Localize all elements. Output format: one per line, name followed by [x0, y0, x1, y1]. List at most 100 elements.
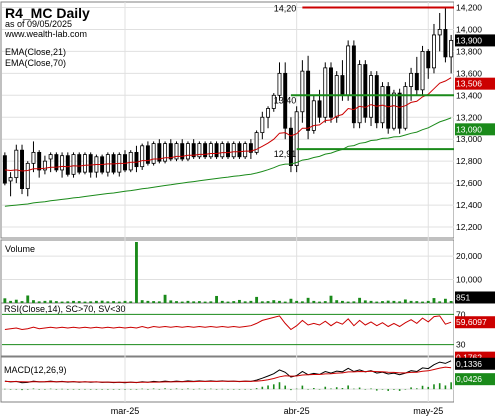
candle-body — [294, 111, 299, 166]
candle-body — [403, 86, 408, 129]
macd-histogram-bar — [187, 388, 189, 390]
rsi-value-tag-bg — [455, 316, 495, 329]
volume-bar — [112, 301, 115, 303]
macd-histogram-bar — [135, 389, 138, 390]
macd-histogram-bar — [112, 389, 115, 390]
volume-bar — [140, 300, 144, 303]
volume-bar — [209, 301, 213, 303]
macd-histogram-bar — [204, 389, 206, 390]
macd-value-tag: 0,1762 — [456, 353, 482, 363]
macd-histogram-bar — [192, 388, 195, 390]
as-of-date: as of 09/05/2025 — [5, 19, 72, 29]
candle-body — [42, 160, 47, 171]
volume-bar — [272, 300, 276, 303]
macd-histogram-bar — [364, 389, 367, 390]
macd-signal-line — [4, 366, 452, 383]
volume-bar — [157, 301, 161, 303]
macd-histogram-bar — [261, 386, 264, 390]
hist-value-tag-bg — [455, 373, 495, 386]
volume-bar — [26, 295, 30, 303]
macd-histogram-bar — [358, 387, 361, 390]
ema21-legend: EMA(Close,21) — [5, 47, 66, 57]
candle-body — [329, 67, 333, 118]
candle-body — [437, 29, 442, 36]
site-url: www.wealth-lab.com — [4, 29, 87, 39]
volume-bar — [312, 300, 316, 303]
macd-histogram-bar — [278, 382, 281, 390]
macd-panel — [4, 360, 452, 391]
macd-histogram-bar — [301, 385, 304, 390]
candle-body — [414, 72, 419, 91]
macd-histogram-bar — [404, 389, 407, 390]
panel-frame-vol — [0, 239, 455, 304]
volume-bar — [249, 300, 253, 303]
volume-bar — [318, 301, 321, 303]
candle-body — [432, 34, 436, 69]
volume-bar — [14, 299, 18, 303]
macd-histogram-bar — [129, 388, 132, 390]
macd-histogram-bar — [118, 389, 121, 390]
volume-bar — [238, 299, 241, 303]
macd-histogram-bar — [232, 388, 235, 390]
volume-bar — [186, 300, 190, 303]
macd-histogram-bar — [370, 388, 372, 390]
volume-bar — [146, 300, 150, 303]
candle-body — [214, 143, 219, 158]
macd-histogram-bar — [238, 389, 241, 390]
macd-histogram-bar — [427, 386, 430, 390]
candle-body — [283, 72, 288, 129]
candle-body — [174, 143, 179, 160]
candle-body — [311, 100, 316, 131]
macd-histogram-bar — [164, 388, 166, 390]
ema70-value-tag-bg — [455, 123, 495, 136]
volume-bar — [175, 301, 178, 303]
macd-histogram-bar — [15, 388, 18, 390]
volume-bar — [135, 242, 138, 303]
candle-body — [380, 86, 385, 124]
volume-bar — [335, 300, 339, 303]
macd-histogram-bar — [4, 388, 6, 390]
rsi-title: RSI(Close,14), SC>70, SV<30 — [4, 304, 126, 314]
macd-histogram-bar — [255, 388, 258, 390]
candle-body — [105, 154, 110, 173]
volume-bar — [163, 294, 167, 303]
candle-body — [180, 143, 185, 160]
candle-body — [88, 154, 93, 173]
candle-body — [300, 70, 305, 113]
macd-histogram-bar — [221, 388, 224, 390]
candle-body — [266, 108, 271, 118]
volume-bar — [443, 298, 447, 303]
candle-body — [123, 154, 127, 171]
y-tick-label: 13,600 — [456, 68, 482, 78]
macd-histogram-bar — [169, 388, 172, 390]
macd-histogram-bar — [250, 389, 252, 390]
ema70-value-tag: 13,090 — [456, 124, 482, 134]
volume-bar — [278, 300, 281, 303]
y-tick-label: 12,400 — [456, 200, 482, 210]
volume-bar — [329, 295, 333, 303]
macd-histogram-bar — [267, 385, 269, 390]
volume-value-tag: 851 — [456, 292, 470, 302]
macd-histogram-bar — [244, 388, 246, 390]
volume-bar — [226, 301, 230, 303]
volume-bar — [255, 296, 259, 303]
macd-histogram-bar — [272, 384, 275, 390]
volume-bar — [300, 301, 304, 303]
macd-histogram-bar — [410, 387, 412, 390]
volume-bar — [346, 301, 350, 303]
volume-bar — [398, 301, 402, 303]
macd-title: MACD(12,26,9) — [4, 365, 67, 375]
volume-bar — [43, 300, 47, 303]
candle-body — [409, 72, 414, 87]
macd-histogram-bar — [387, 389, 390, 391]
volume-bar — [426, 300, 430, 303]
macd-histogram-bar — [9, 389, 12, 390]
axis-background — [454, 0, 496, 420]
volume-bar — [60, 301, 64, 303]
candle-body — [82, 154, 87, 173]
ema21-value-tag-bg — [455, 77, 495, 90]
macd-histogram-bar — [210, 388, 212, 390]
volume-bar — [409, 300, 413, 303]
macd-histogram-bar — [393, 389, 395, 390]
